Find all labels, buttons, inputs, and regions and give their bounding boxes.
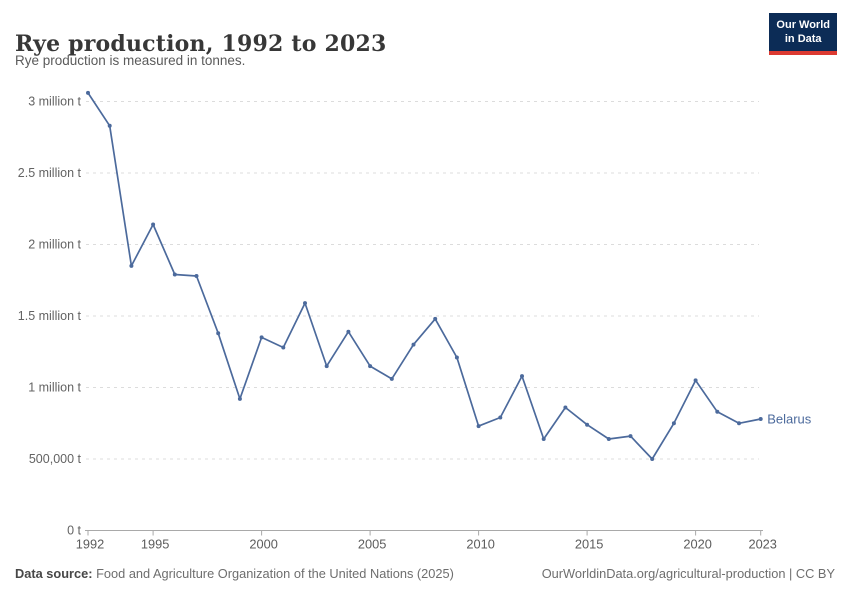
data-point[interactable] (303, 301, 307, 306)
credit-note: OurWorldinData.org/agricultural-producti… (541, 566, 835, 581)
data-point[interactable] (151, 222, 156, 227)
y-axis-tick-label: 2.5 million t (18, 166, 82, 180)
data-point[interactable] (86, 90, 90, 95)
data-point[interactable] (585, 422, 590, 427)
x-axis-tick-label: 1992 (76, 537, 104, 552)
data-point[interactable] (758, 417, 763, 421)
data-point[interactable] (498, 415, 503, 420)
x-axis-tick-label: 1995 (141, 537, 169, 552)
chart-subtitle: Rye production is measured in tonnes. (15, 53, 246, 68)
data-point[interactable] (411, 342, 416, 347)
data-point[interactable] (107, 123, 112, 128)
y-axis-tick-label: 500,000 t (29, 452, 82, 466)
data-point[interactable] (281, 345, 286, 350)
data-source-note: Data source: Food and Agriculture Organi… (15, 566, 454, 581)
data-point[interactable] (650, 457, 655, 461)
data-point[interactable] (715, 409, 720, 414)
data-point[interactable] (606, 437, 611, 441)
y-axis-tick-label: 3 million t (28, 95, 81, 109)
y-axis-tick-label: 0 t (67, 524, 81, 538)
x-axis-tick-label: 2005 (358, 537, 386, 552)
page-title: Rye production, 1992 to 2023 (15, 30, 387, 57)
data-point[interactable] (368, 364, 373, 369)
data-point[interactable] (172, 272, 177, 277)
data-point[interactable] (520, 374, 524, 379)
chart-footer: Data source: Food and Agriculture Organi… (15, 566, 835, 581)
x-axis-tick-label: 2010 (466, 537, 494, 552)
data-point[interactable] (433, 316, 438, 321)
data-point[interactable] (216, 331, 221, 336)
owid-logo: Our World in Data (769, 13, 837, 55)
data-point[interactable] (541, 437, 546, 441)
data-point[interactable] (324, 364, 329, 369)
y-axis-tick-label: 1 million t (28, 381, 81, 395)
data-point[interactable] (259, 335, 264, 340)
y-axis-tick-label: 2 million t (28, 238, 81, 252)
y-axis-tick-label: 1.5 million t (18, 309, 82, 323)
series-label-belarus[interactable]: Belarus (767, 411, 812, 426)
data-point[interactable] (454, 355, 459, 360)
data-point[interactable] (693, 378, 698, 383)
data-point[interactable] (563, 405, 568, 410)
x-axis-tick-label: 2000 (249, 537, 277, 552)
data-point[interactable] (346, 329, 351, 334)
data-point[interactable] (237, 396, 242, 401)
owid-logo-line1: Our World (776, 19, 830, 31)
owid-logo-line2: in Data (784, 33, 822, 46)
data-source-label: Data source: (15, 566, 93, 581)
data-source-text: Food and Agriculture Organization of the… (96, 566, 454, 581)
data-point[interactable] (129, 263, 134, 268)
x-axis-tick-label: 2023 (748, 537, 776, 552)
belarus-line[interactable] (87, 92, 762, 460)
x-axis-tick-label: 2020 (683, 537, 711, 552)
data-point[interactable] (737, 421, 741, 426)
data-point[interactable] (194, 274, 199, 278)
data-point[interactable] (389, 376, 394, 381)
data-point[interactable] (628, 434, 633, 439)
x-axis-tick-label: 2015 (575, 537, 603, 552)
data-point[interactable] (671, 421, 676, 426)
data-point[interactable] (476, 424, 481, 429)
